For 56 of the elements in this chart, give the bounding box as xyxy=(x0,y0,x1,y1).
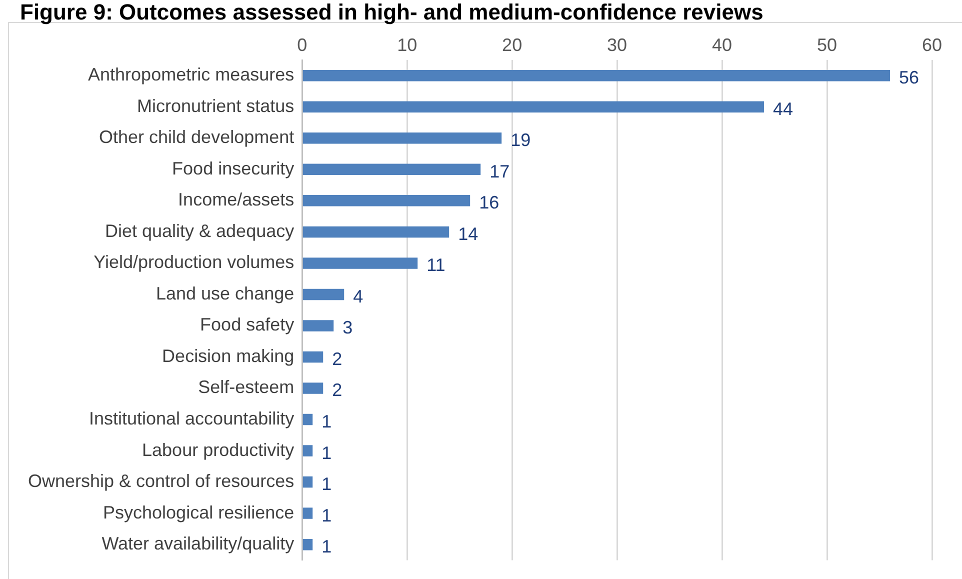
x-tick-label: 0 xyxy=(297,35,308,56)
bar xyxy=(302,226,450,238)
y-tick-label: Land use change xyxy=(156,283,294,304)
bar xyxy=(302,445,313,456)
y-tick-label: Other child development xyxy=(99,127,294,148)
data-label: 2 xyxy=(332,348,342,369)
bar xyxy=(302,508,313,519)
bar xyxy=(302,132,502,144)
bar xyxy=(302,288,344,300)
y-tick-label: Micronutrient status xyxy=(137,96,294,116)
y-tick-label: Psychological resilience xyxy=(103,502,294,522)
bar xyxy=(302,538,313,550)
x-tick-label: 50 xyxy=(817,35,838,56)
y-tick-label: Labour productivity xyxy=(142,440,294,460)
bar xyxy=(302,258,418,269)
y-tick-label: Ownership & control of resources xyxy=(28,471,294,492)
chart-title: Figure 9: Outcomes assessed in high- and medium-confidence reviews xyxy=(20,0,764,24)
data-label: 3 xyxy=(342,318,353,338)
x-tick-label: 30 xyxy=(607,35,628,56)
data-label: 14 xyxy=(458,224,478,244)
data-label: 4 xyxy=(353,286,364,306)
bar xyxy=(302,414,313,426)
x-tick-label: 20 xyxy=(502,35,522,56)
data-label: 1 xyxy=(322,474,332,494)
y-tick-label: Anthropometric measures xyxy=(88,64,294,85)
y-tick-label: Income/assets xyxy=(178,190,294,210)
data-label: 1 xyxy=(322,505,332,526)
bar xyxy=(302,164,481,176)
data-label: 11 xyxy=(426,255,446,276)
data-label: 19 xyxy=(510,130,531,150)
data-label: 17 xyxy=(490,161,510,182)
data-label: 1 xyxy=(322,536,332,557)
bar xyxy=(302,382,324,394)
y-tick-label: Decision making xyxy=(162,346,294,366)
y-tick-label: Water availability/quality xyxy=(102,534,294,554)
bar xyxy=(302,351,324,363)
y-tick-label: Self-esteem xyxy=(198,377,294,398)
y-tick-label: Food safety xyxy=(200,314,294,335)
y-tick-label: Food insecurity xyxy=(172,158,294,178)
data-label: 16 xyxy=(479,192,500,213)
data-label: 1 xyxy=(322,411,332,432)
bar xyxy=(302,195,470,206)
y-tick-label: Yield/production volumes xyxy=(94,252,294,272)
data-label: 2 xyxy=(332,380,342,400)
y-tick-label: Institutional accountability xyxy=(88,408,294,428)
x-tick-label: 60 xyxy=(922,35,942,56)
x-tick-label: 40 xyxy=(712,35,732,56)
bar xyxy=(302,476,313,488)
bar xyxy=(302,101,764,113)
data-label: 56 xyxy=(899,68,920,88)
y-tick-label: Diet quality & adequacy xyxy=(104,220,294,241)
data-label: 44 xyxy=(773,98,794,119)
data-label: 1 xyxy=(322,442,332,463)
x-tick-label: 10 xyxy=(397,35,418,56)
bar xyxy=(302,70,890,82)
bar xyxy=(302,320,334,332)
